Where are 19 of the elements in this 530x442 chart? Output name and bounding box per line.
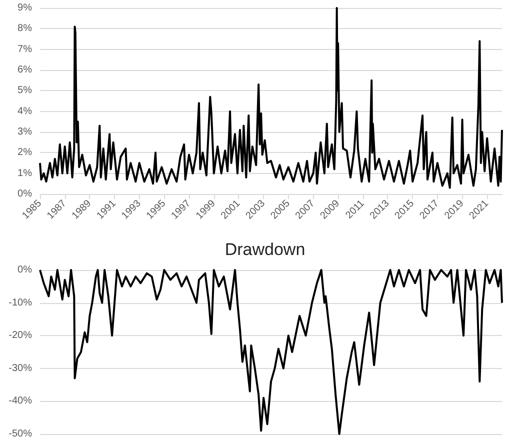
y-tick-label: -40% xyxy=(8,396,32,407)
y-tick-label: -50% xyxy=(8,428,32,440)
y-tick-label: -20% xyxy=(8,330,32,342)
y-tick-label: 2% xyxy=(18,147,32,158)
y-tick-label: -10% xyxy=(8,297,32,308)
y-tick-label: 0% xyxy=(18,188,32,200)
y-tick-label: 5% xyxy=(18,85,32,96)
y-tick-label: 1% xyxy=(18,168,32,179)
chart-title: Drawdown xyxy=(224,240,306,259)
y-tick-label: 4% xyxy=(18,106,32,117)
y-tick-label: 8% xyxy=(18,23,32,34)
y-tick-label: 6% xyxy=(18,64,32,76)
y-tick-label: 0% xyxy=(18,264,32,276)
y-tick-label: -30% xyxy=(8,362,32,374)
line-series xyxy=(39,7,503,189)
y-tick-label: 9% xyxy=(18,2,32,14)
line-series xyxy=(39,269,503,435)
y-tick-label: 3% xyxy=(18,126,32,138)
y-tick-label: 7% xyxy=(18,44,32,55)
